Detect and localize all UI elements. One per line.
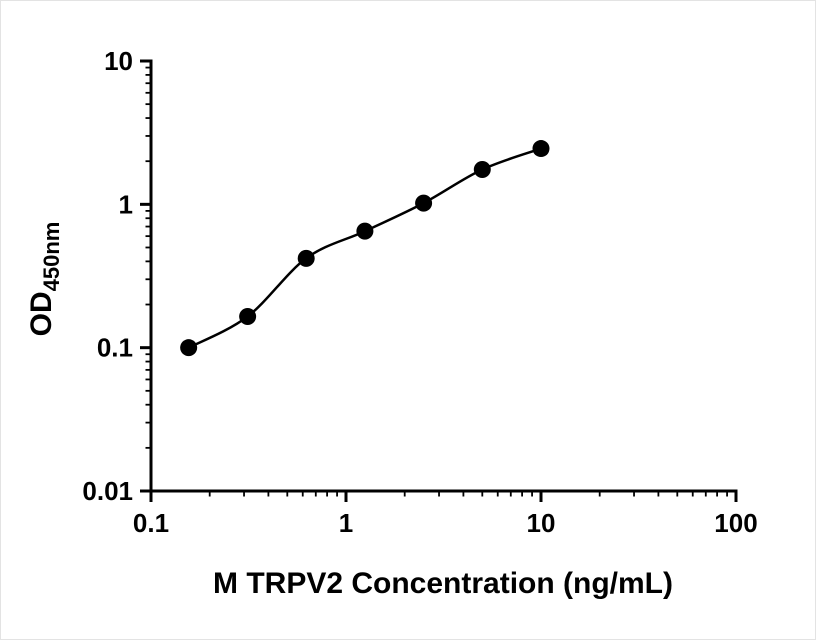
x-axis-title: M TRPV2 Concentration (ng/mL): [213, 567, 673, 600]
data-point: [239, 307, 257, 325]
ticks-layer: [140, 59, 738, 502]
y-axis-title-sub: 450nm: [39, 222, 64, 292]
data-point: [356, 222, 374, 240]
y-tick-label: 10: [104, 46, 133, 76]
x-tick-label: 0.1: [133, 508, 169, 538]
x-tick-label: 10: [527, 508, 556, 538]
x-tick-label: 1: [339, 508, 353, 538]
y-tick-label: 0.01: [82, 476, 133, 506]
data-point: [180, 339, 198, 357]
axes-layer: [149, 59, 738, 493]
data-point: [415, 194, 433, 212]
data-point: [297, 249, 315, 267]
y-axis-title: OD450nm: [25, 222, 64, 337]
axis-lines: [149, 59, 738, 493]
data-point: [532, 140, 550, 158]
plot-layer: [180, 140, 550, 357]
y-tick-label: 1: [119, 189, 133, 219]
y-axis-title-main: OD: [25, 291, 58, 336]
y-tick-label: 0.1: [97, 333, 133, 363]
x-tick-label: 100: [714, 508, 757, 538]
data-point: [473, 161, 491, 179]
